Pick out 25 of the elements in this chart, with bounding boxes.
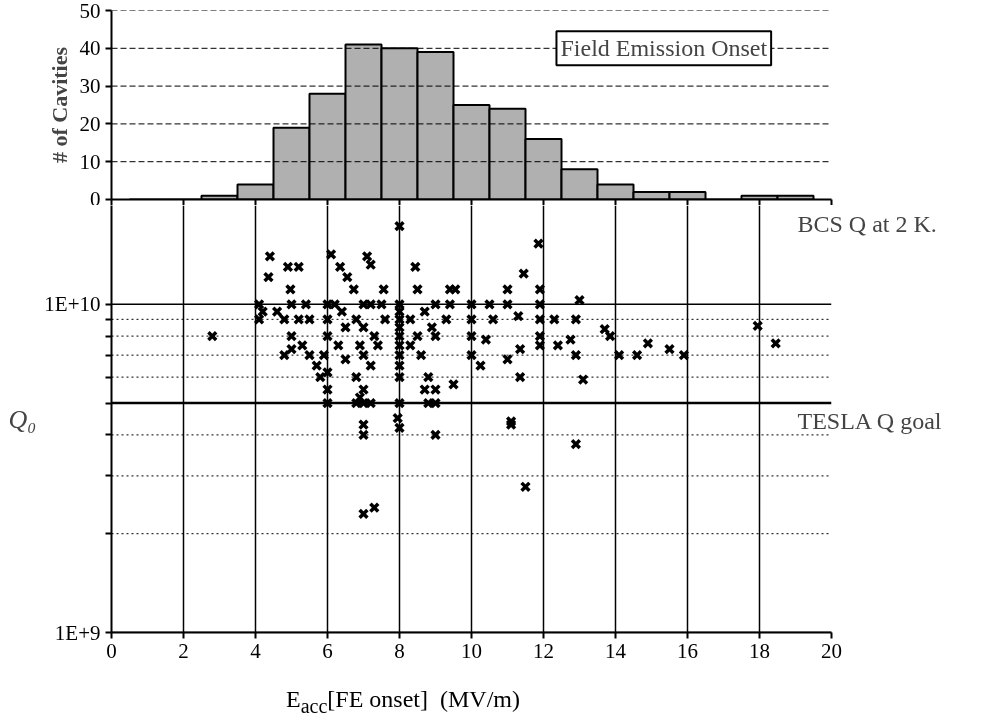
- y-axis-title: # of Cavities: [46, 46, 72, 164]
- x-tick-label: 16: [677, 638, 698, 663]
- x-tick-label: 4: [250, 638, 262, 663]
- y-tick-label: 20: [79, 111, 101, 136]
- x-axis-title: E$_{acc}$[FE onset] (MV/m): [286, 685, 520, 717]
- y-tick-label: 40: [79, 36, 101, 61]
- y-tick-label: 1E+9: [54, 620, 101, 645]
- y-tick-label: 50: [79, 0, 101, 23]
- ref-line-label: TESLA Q goal: [797, 408, 942, 435]
- annotation: BCS Q at 2 K.: [797, 210, 937, 237]
- y-tick-label: 0: [90, 186, 101, 211]
- y-tick-label: 30: [79, 74, 101, 99]
- text: Field Emission Onset: [560, 35, 768, 62]
- x-tick-label: 8: [394, 638, 405, 663]
- y-tick-label: 10: [79, 149, 101, 174]
- y-tick-label: 1E+10: [44, 292, 101, 317]
- y-axis-title: Q₀: [8, 404, 37, 434]
- x-tick-label: 6: [322, 638, 333, 663]
- x-tick-label: 14: [605, 638, 627, 663]
- x-tick-label: 18: [749, 638, 770, 663]
- x-tick-label: 2: [178, 638, 189, 663]
- x-tick-label: 20: [821, 638, 842, 663]
- x-tick-label: 0: [106, 638, 117, 663]
- x-tick-label: 10: [461, 638, 482, 663]
- x-tick-label: 12: [533, 638, 554, 663]
